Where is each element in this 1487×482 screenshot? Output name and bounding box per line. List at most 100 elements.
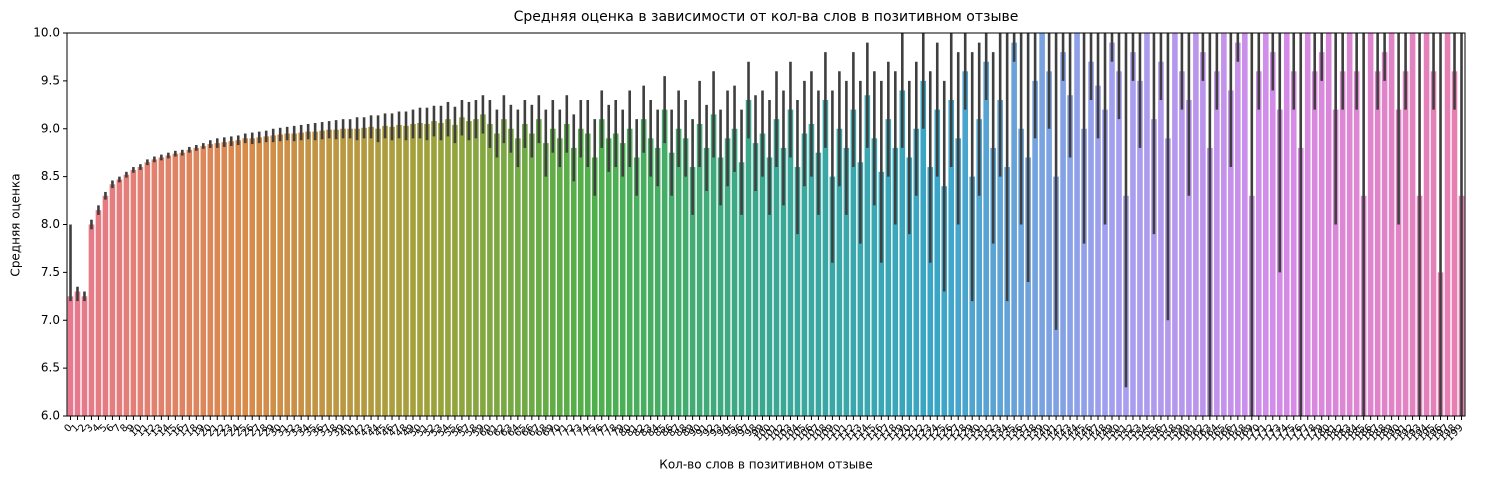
bar xyxy=(787,109,794,416)
bar xyxy=(151,159,158,416)
bar xyxy=(116,179,123,416)
y-axis-label: Средняя оценка xyxy=(9,173,23,276)
bar xyxy=(808,123,815,416)
bar xyxy=(242,138,249,416)
bar xyxy=(270,135,277,416)
bar xyxy=(1402,71,1409,416)
bar xyxy=(801,133,808,416)
bar xyxy=(990,147,996,416)
bar xyxy=(123,174,130,416)
bar xyxy=(543,143,549,416)
bar xyxy=(382,125,388,416)
bar xyxy=(759,133,766,416)
bar xyxy=(822,100,829,416)
bar xyxy=(1339,71,1346,416)
bar xyxy=(752,143,759,416)
bar xyxy=(1353,71,1360,416)
bar xyxy=(1242,33,1248,416)
bar xyxy=(1193,33,1199,416)
bar xyxy=(137,167,144,416)
bar xyxy=(501,119,507,416)
bar xyxy=(284,133,290,416)
bar xyxy=(626,128,633,416)
bar xyxy=(431,121,437,416)
bar xyxy=(312,131,318,416)
y-tick-label: 8.0 xyxy=(41,217,60,231)
bar xyxy=(1046,71,1052,416)
bar xyxy=(1200,52,1206,416)
bar xyxy=(724,138,731,416)
bar xyxy=(780,147,787,416)
bar xyxy=(920,80,927,416)
bar xyxy=(1451,71,1458,416)
y-tick-label: 6.5 xyxy=(41,361,60,375)
bar xyxy=(172,153,179,416)
bar xyxy=(445,119,451,416)
y-tick-label: 6.0 xyxy=(41,409,60,423)
bar xyxy=(1423,33,1430,416)
bar xyxy=(1325,33,1332,416)
bar xyxy=(864,95,871,416)
bar xyxy=(675,128,682,416)
y-tick-label: 8.5 xyxy=(41,169,60,183)
bar xyxy=(1304,33,1311,416)
bar xyxy=(375,128,381,416)
bar xyxy=(459,117,465,416)
bar xyxy=(1269,52,1276,416)
bar xyxy=(235,140,242,416)
bar xyxy=(347,128,353,416)
bar xyxy=(515,138,521,416)
bar xyxy=(326,129,332,416)
bar xyxy=(263,136,270,416)
bar xyxy=(165,155,172,416)
bar xyxy=(1318,52,1325,416)
bar xyxy=(1388,33,1395,416)
bar xyxy=(291,133,297,416)
plot-area xyxy=(67,33,1465,416)
bar xyxy=(1025,157,1031,416)
bar xyxy=(102,195,109,416)
bar xyxy=(913,128,920,416)
bar xyxy=(1032,80,1038,416)
bar xyxy=(305,131,311,416)
bar xyxy=(668,152,675,416)
bar xyxy=(1151,119,1157,416)
bar xyxy=(354,128,360,416)
bar xyxy=(1158,61,1164,416)
bar xyxy=(529,133,535,416)
bar xyxy=(1444,33,1451,416)
bar xyxy=(899,90,906,416)
bar xyxy=(654,147,661,416)
bar xyxy=(794,167,801,416)
bar xyxy=(829,176,836,416)
bar xyxy=(745,100,752,416)
chart-title: Средняя оценка в зависимости от кол-ва с… xyxy=(514,9,1019,25)
bar xyxy=(1109,42,1115,416)
bar xyxy=(710,114,717,416)
bar xyxy=(633,157,640,416)
bar xyxy=(1186,100,1192,416)
bar xyxy=(815,152,822,416)
bar xyxy=(1255,71,1262,416)
bar xyxy=(773,119,780,416)
bar xyxy=(186,149,193,416)
bar xyxy=(1018,128,1024,416)
bar xyxy=(1039,33,1045,416)
bar xyxy=(1116,71,1122,416)
bar xyxy=(1074,33,1080,416)
bar xyxy=(389,126,395,416)
bar xyxy=(1172,33,1178,416)
bar xyxy=(661,109,668,416)
bar xyxy=(1095,85,1101,416)
bar xyxy=(850,109,857,416)
bar xyxy=(885,119,892,416)
bar xyxy=(906,157,913,416)
bar xyxy=(333,129,339,416)
bar xyxy=(717,157,724,416)
bar xyxy=(640,119,647,416)
bar xyxy=(1381,52,1388,416)
bar xyxy=(941,186,948,416)
bar xyxy=(466,121,472,416)
bar xyxy=(403,125,409,416)
